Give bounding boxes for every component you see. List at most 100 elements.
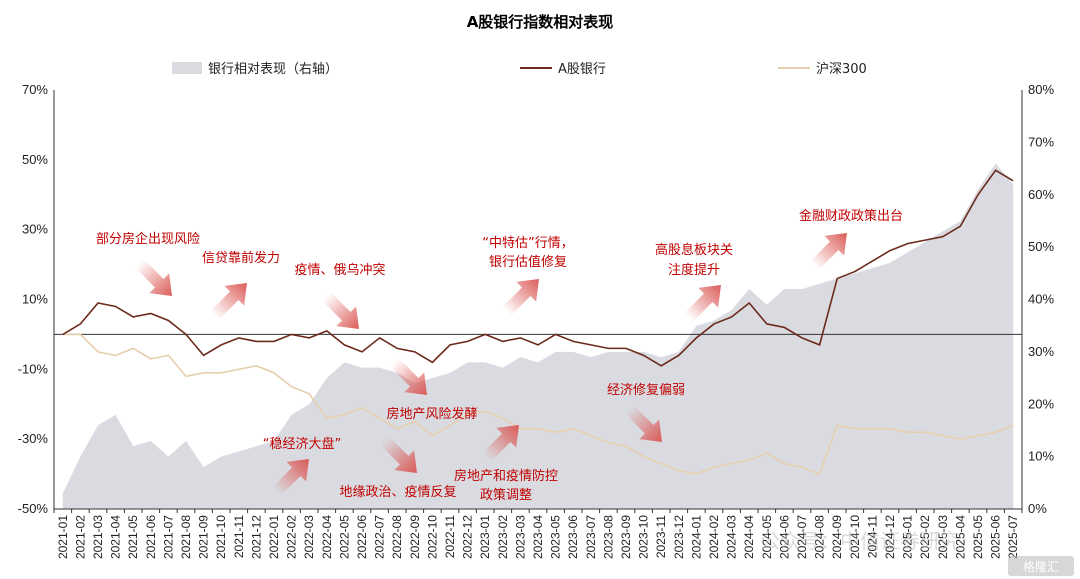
annotation-label: 信贷靠前发力 [202, 250, 280, 266]
x-tick-label: 2021-09 [197, 515, 211, 559]
x-tick-label: 2023-11 [654, 515, 668, 558]
annotation-label: 房地产风险发酵 [386, 406, 477, 422]
y-right-tick-label: 20% [1028, 396, 1054, 411]
y-right-tick-label: 10% [1028, 449, 1054, 464]
legend-label-hs300: 沪深300 [816, 61, 867, 77]
x-tick-label: 2025-06 [989, 515, 1003, 559]
x-tick-label: 2022-08 [390, 515, 404, 559]
area-relative-performance [62, 163, 1014, 509]
chart-title: A股银行指数相对表现 [467, 13, 614, 31]
annotation-label: 高股息板块关 [655, 242, 733, 258]
axes [53, 90, 1023, 513]
x-tick-label: 2022-09 [408, 515, 422, 559]
annotation-arrow [135, 259, 172, 296]
annotation-arrow [272, 459, 309, 496]
x-tick-label: 2024-09 [830, 515, 844, 559]
x-tick-label: 2024-10 [848, 515, 862, 559]
x-tick-label: 2025-07 [1006, 515, 1020, 559]
x-tick-label: 2021-02 [73, 515, 87, 559]
annotation-label: 金融财政政策出台 [799, 208, 903, 224]
x-tick-label: 2021-11 [232, 515, 246, 558]
annotation-label: 部分房企出现风险 [96, 231, 200, 247]
x-tick-label: 2021-04 [109, 515, 123, 559]
line-series [62, 169, 1014, 476]
x-tick-label: 2023-07 [584, 515, 598, 559]
x-tick-label: 2023-04 [531, 515, 545, 559]
x-tick-label: 2023-10 [637, 515, 651, 559]
x-tick-label: 2022-01 [267, 515, 281, 559]
x-tick-label: 2025-03 [936, 515, 950, 559]
x-tick-label: 2024-01 [689, 515, 703, 559]
x-tick-label: 2024-05 [760, 515, 774, 559]
x-axis-labels: 2021-01 2021-02 2021-03 2021-04 2021-05 2021-… [56, 515, 1020, 559]
y-left-tick-label: 10% [22, 292, 48, 307]
y-axis-labels: 70% 50% 30% 10% -10% -30% -50% 80% 70% 60% 50% 40% 3… [18, 82, 1055, 516]
y-right-tick-label: 50% [1028, 239, 1054, 254]
x-tick-label: 2023-02 [496, 515, 510, 559]
x-tick-label: 2022-12 [461, 515, 475, 559]
x-tick-label: 2021-07 [161, 515, 175, 559]
annotation-label: 政策调整 [480, 487, 532, 503]
x-tick-label: 2022-10 [425, 515, 439, 559]
annotation-arrow [482, 425, 519, 462]
y-right-tick-label: 60% [1028, 187, 1054, 202]
x-tick-label: 2024-11 [865, 515, 879, 558]
x-tick-label: 2024-02 [707, 515, 721, 559]
annotation-label: 银行估值修复 [489, 254, 567, 270]
y-left-tick-label: -50% [18, 501, 49, 516]
x-tick-label: 2025-01 [901, 515, 915, 559]
annotation-arrow [502, 279, 539, 316]
y-left-tick-label: -30% [18, 431, 49, 446]
x-tick-label: 2021-06 [144, 515, 158, 559]
watermark-text: 公众号：中信证券研究 [760, 529, 960, 553]
x-tick-label: 2021-05 [126, 515, 140, 559]
y-right-tick-label: 80% [1028, 82, 1054, 97]
y-right-tick-label: 0% [1028, 501, 1047, 516]
annotation-arrow [322, 292, 359, 329]
x-tick-label: 2021-08 [179, 515, 193, 559]
annotation-arrow [390, 358, 427, 395]
x-tick-label: 2024-04 [742, 515, 756, 559]
legend-label-bank: A股银行 [558, 62, 606, 77]
x-tick-label: 2024-08 [813, 515, 827, 559]
x-tick-label: 2023-08 [601, 515, 615, 559]
x-tick-label: 2025-02 [918, 515, 932, 559]
x-tick-label: 2021-10 [214, 515, 228, 559]
annotation-arrow [210, 283, 247, 320]
legend: 银行相对表现（右轴） A股银行 沪深300 [172, 61, 867, 77]
y-right-tick-label: 30% [1028, 344, 1054, 359]
annotation-label: 注度提升 [668, 262, 720, 278]
annotation-label: “稳经济大盘” [263, 436, 341, 452]
y-right-tick-label: 40% [1028, 292, 1054, 307]
x-tick-label: 2023-01 [478, 515, 492, 559]
y-left-tick-label: 30% [22, 222, 48, 237]
x-tick-label: 2022-11 [443, 515, 457, 558]
annotation-arrow [625, 405, 662, 442]
x-tick-label: 2021-03 [91, 515, 105, 559]
x-tick-label: 2022-03 [302, 515, 316, 559]
annotation-label: “中特估”行情， [482, 236, 573, 251]
x-tick-label: 2023-12 [672, 515, 686, 559]
x-tick-label: 2022-07 [373, 515, 387, 559]
corner-watermark: 格隆汇 [1023, 559, 1059, 574]
x-tick-label: 2025-05 [971, 515, 985, 559]
annotation-label: 房地产和疫情防控 [454, 468, 558, 484]
x-tick-label: 2022-02 [285, 515, 299, 559]
x-tick-label: 2022-06 [355, 515, 369, 559]
x-tick-label: 2024-07 [795, 515, 809, 559]
x-tick-label: 2023-03 [513, 515, 527, 559]
legend-label-relative: 银行相对表现（右轴） [208, 62, 338, 77]
y-left-tick-label: 70% [22, 82, 48, 97]
line-hs300 [62, 333, 1014, 476]
annotation-arrow [810, 233, 847, 270]
x-tick-label: 2023-05 [549, 515, 563, 559]
annotation-label: 疫情、俄乌冲突 [294, 262, 385, 278]
x-tick-label: 2022-04 [320, 515, 334, 559]
x-tick-label: 2021-01 [56, 515, 70, 559]
area-series-relative [62, 163, 1014, 509]
y-left-tick-label: -10% [18, 361, 49, 376]
legend-swatch-area [172, 62, 202, 74]
x-tick-label: 2023-09 [619, 515, 633, 559]
